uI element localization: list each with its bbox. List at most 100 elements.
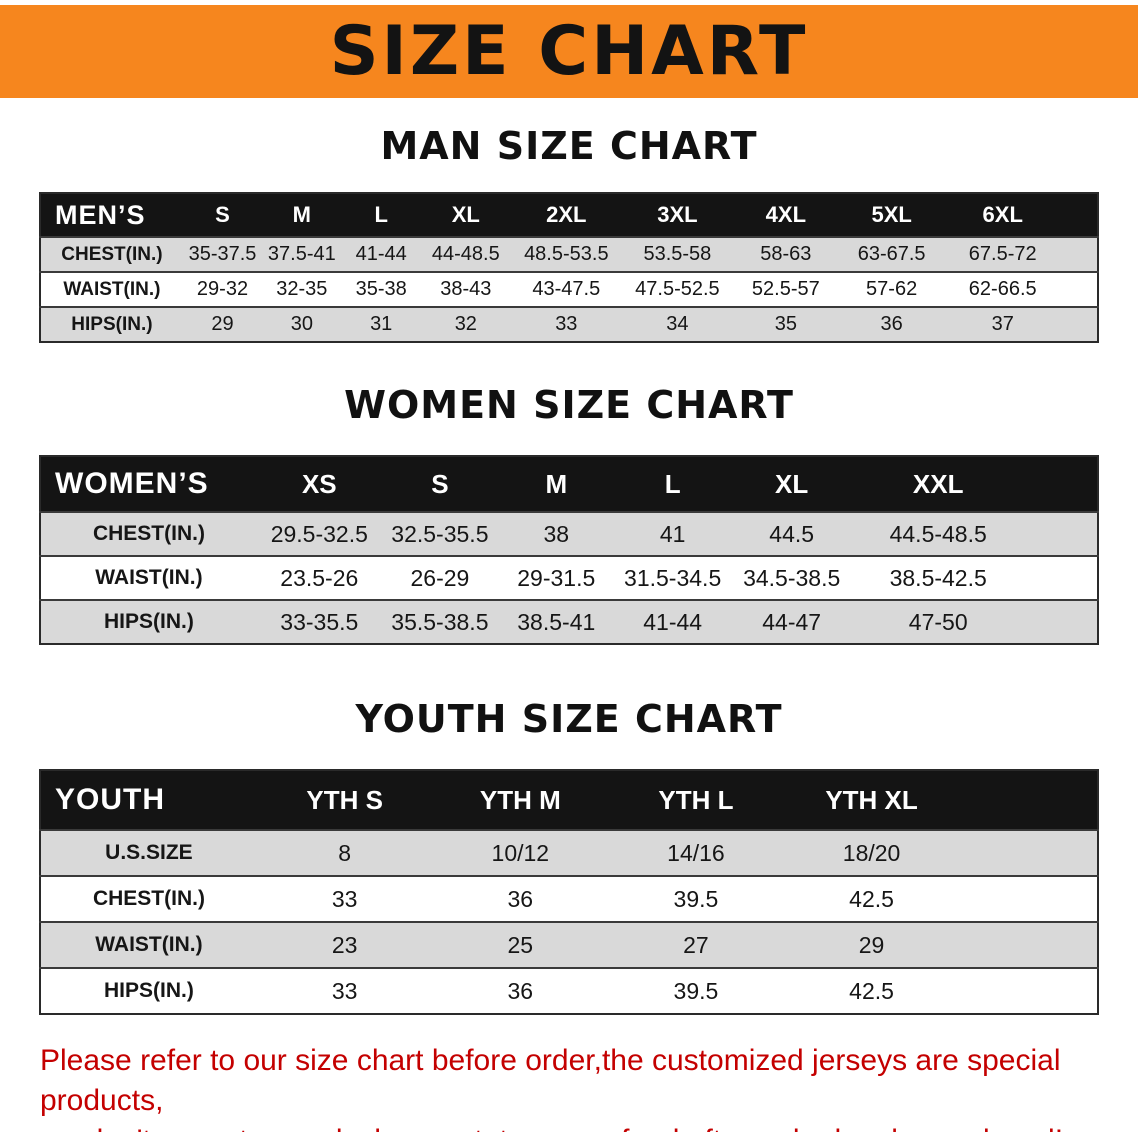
row-label: CHEST(IN.): [40, 236, 183, 272]
row-label: CHEST(IN.): [40, 875, 257, 922]
notice-line-1: Please refer to our size chart before or…: [40, 1044, 1061, 1117]
youth-category-header: YOUTH: [40, 770, 257, 830]
measurement-value: 32: [420, 306, 511, 342]
women-size-header: XS: [256, 456, 382, 512]
women-table-header-row: WOMEN’S XS S M L XL XXL: [40, 456, 1098, 512]
filler-cell: [959, 921, 1098, 968]
women-size-header: XXL: [852, 456, 1024, 512]
filler-cell: [959, 967, 1098, 1014]
youth-size-table: YOUTH YTH S YTH M YTH L YTH XL U.S.SIZE 8 10/12…: [0, 769, 1138, 1015]
measurement-value: 67.5-72: [944, 236, 1061, 272]
measurement-value: 33: [256, 967, 433, 1014]
filler-cell: [1023, 511, 1098, 556]
youth-table-row: HIPS(IN.) 33 36 39.5 42.5: [40, 967, 1098, 1014]
row-label: CHEST(IN.): [40, 511, 257, 556]
measurement-value: 47-50: [852, 599, 1024, 644]
measurement-value: 52.5-57: [732, 271, 839, 307]
row-label: U.S.SIZE: [40, 829, 257, 876]
measurement-value: 29: [182, 306, 263, 342]
notice-line-2: we don't accept cancel, change, teturn o…: [40, 1121, 1138, 1132]
measurement-value: 33-35.5: [256, 599, 382, 644]
filler-cell: [1023, 456, 1098, 512]
measurement-value: 43-47.5: [510, 271, 622, 307]
women-table-row: CHEST(IN.) 29.5-32.5 32.5-35.5 38 41 44.5 44.5…: [40, 511, 1098, 556]
measurement-value: 53.5-58: [621, 236, 733, 272]
men-table-row: CHEST(IN.) 35-37.5 37.5-41 41-44 44-48.5 48.5…: [40, 236, 1098, 272]
measurement-value: 41-44: [614, 599, 731, 644]
men-size-header: 6XL: [944, 193, 1061, 237]
measurement-value: 33: [510, 306, 622, 342]
measurement-value: 35-38: [341, 271, 421, 307]
youth-section-title: YOUTH SIZE CHART: [355, 697, 783, 741]
measurement-value: 38.5-41: [498, 599, 615, 644]
filler-cell: [1023, 555, 1098, 600]
measurement-value: 42.5: [783, 875, 960, 922]
men-size-header: 4XL: [732, 193, 839, 237]
measurement-value: 35: [732, 306, 839, 342]
measurement-value: 14/16: [608, 829, 784, 876]
row-label: WAIST(IN.): [40, 921, 257, 968]
section-youth: YOUTH SIZE CHART YOUTH YTH S YTH M YTH L YTH…: [0, 697, 1138, 1015]
row-label: HIPS(IN.): [40, 599, 257, 644]
measurement-value: 44.5-48.5: [852, 511, 1024, 556]
measurement-value: 34.5-38.5: [730, 555, 853, 600]
measurement-value: 8: [256, 829, 433, 876]
row-label: HIPS(IN.): [40, 967, 257, 1014]
measurement-value: 38: [498, 511, 615, 556]
filler-cell: [959, 829, 1098, 876]
measurement-value: 29: [783, 921, 960, 968]
filler-cell: [1060, 271, 1098, 307]
filler-cell: [959, 770, 1098, 830]
women-size-header: L: [614, 456, 731, 512]
men-table-header-row: MEN’S S M L XL 2XL 3XL 4XL 5XL 6XL: [40, 193, 1098, 237]
size-chart-page: SIZE CHART MAN SIZE CHART MEN’S S M L XL 2XL 3…: [0, 5, 1138, 1132]
men-table-row: WAIST(IN.) 29-32 32-35 35-38 38-43 43-47.5 47.…: [40, 271, 1098, 307]
section-women: WOMEN SIZE CHART WOMEN’S XS S M L XL XXL CHEST(…: [0, 383, 1138, 645]
measurement-value: 23.5-26: [256, 555, 382, 600]
women-size-table: WOMEN’S XS S M L XL XXL CHEST(IN.) 29.5-32.5 32.5…: [0, 455, 1138, 645]
measurement-value: 57-62: [838, 271, 945, 307]
men-category-header: MEN’S: [40, 193, 183, 237]
measurement-value: 38-43: [420, 271, 511, 307]
measurement-value: 31: [341, 306, 421, 342]
row-label: WAIST(IN.): [40, 555, 257, 600]
row-label: HIPS(IN.): [40, 306, 183, 342]
men-section-title: MAN SIZE CHART: [380, 124, 758, 168]
measurement-value: 27: [608, 921, 784, 968]
women-section-title: WOMEN SIZE CHART: [344, 383, 794, 427]
measurement-value: 44-47: [730, 599, 853, 644]
measurement-value: 32-35: [262, 271, 342, 307]
men-size-table: MEN’S S M L XL 2XL 3XL 4XL 5XL 6XL CHEST(IN.) 35-37…: [0, 192, 1138, 343]
measurement-value: 39.5: [608, 967, 784, 1014]
measurement-value: 32.5-35.5: [381, 511, 499, 556]
measurement-value: 42.5: [783, 967, 960, 1014]
measurement-value: 36: [432, 875, 609, 922]
men-size-header: L: [341, 193, 421, 237]
measurement-value: 41-44: [341, 236, 421, 272]
men-table-row: HIPS(IN.) 29 30 31 32 33 34 35 36 37: [40, 306, 1098, 342]
women-size-header: M: [498, 456, 615, 512]
measurement-value: 35-37.5: [182, 236, 263, 272]
measurement-value: 29-32: [182, 271, 263, 307]
measurement-value: 10/12: [432, 829, 609, 876]
row-label: WAIST(IN.): [40, 271, 183, 307]
section-men: MAN SIZE CHART MEN’S S M L XL 2XL 3XL 4XL 5XL 6XL…: [0, 124, 1138, 343]
measurement-value: 37: [944, 306, 1061, 342]
measurement-value: 62-66.5: [944, 271, 1061, 307]
women-category-header: WOMEN’S: [40, 456, 257, 512]
filler-cell: [1060, 236, 1098, 272]
measurement-value: 34: [621, 306, 733, 342]
measurement-value: 31.5-34.5: [614, 555, 731, 600]
measurement-value: 48.5-53.5: [510, 236, 622, 272]
measurement-value: 39.5: [608, 875, 784, 922]
measurement-value: 38.5-42.5: [852, 555, 1024, 600]
youth-table-row: U.S.SIZE 8 10/12 14/16 18/20: [40, 829, 1098, 876]
men-size-header: S: [182, 193, 263, 237]
measurement-value: 33: [256, 875, 433, 922]
measurement-value: 18/20: [783, 829, 960, 876]
measurement-value: 35.5-38.5: [381, 599, 499, 644]
youth-size-header: YTH L: [608, 770, 784, 830]
women-table-row: HIPS(IN.) 33-35.5 35.5-38.5 38.5-41 41-44 44-…: [40, 599, 1098, 644]
women-table-row: WAIST(IN.) 23.5-26 26-29 29-31.5 31.5-34.5 34…: [40, 555, 1098, 600]
youth-table-row: WAIST(IN.) 23 25 27 29: [40, 921, 1098, 968]
